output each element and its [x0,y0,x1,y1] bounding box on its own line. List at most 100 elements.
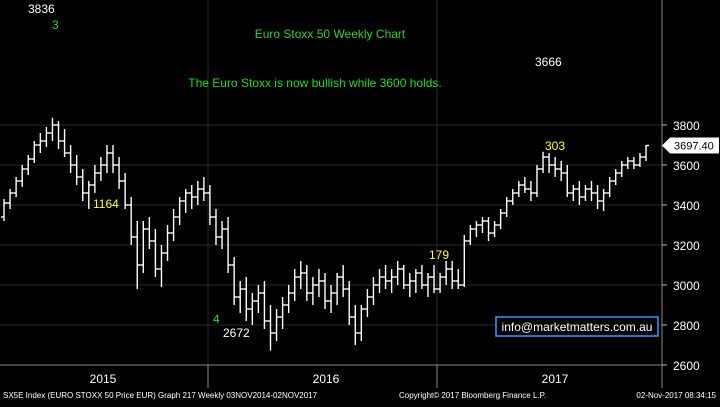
y-tick-label: 2600 [673,359,700,373]
email-link[interactable]: info@marketmatters.com.au [502,320,653,334]
ohlc-bar [370,277,377,305]
email-box[interactable]: info@marketmatters.com.au [495,316,659,337]
ohlc-bar [630,157,637,169]
ohlc-bar [582,185,589,201]
footer-left: SX5E Index (EURO STOXX 50 Price EUR) Gra… [3,391,318,400]
ohlc-bar [19,165,26,187]
ohlc-bar [103,145,110,173]
ohlc-bar [261,281,268,329]
ohlc-bar [140,221,147,273]
ohlc-bar [467,225,474,245]
ohlc-bar [43,127,50,147]
ohlc-bar [267,305,274,351]
ohlc-bar [91,165,98,193]
ohlc-bar [576,181,583,205]
y-tick-label: 3200 [673,239,700,253]
ohlc-bar [231,257,238,305]
ohlc-bar [624,157,631,169]
ohlc-bar [134,221,141,289]
ohlc-bar [110,145,117,173]
ohlc-bar [412,269,419,293]
ohlc-bar [533,165,540,197]
ohlc-bar [540,151,547,173]
ohlc-bar [515,181,522,197]
ohlc-bar [194,181,201,205]
ohlc-bar [206,185,213,225]
ohlc-bar [552,157,559,177]
x-tick-label: 2015 [90,372,117,386]
x-tick-label: 2017 [542,372,569,386]
ohlc-bar [382,265,389,289]
ohlc-bar [31,141,38,163]
ohlc-bar [85,181,92,209]
ohlc-bar [297,261,304,289]
y-tick-label: 3800 [673,119,700,133]
ohlc-bar [461,235,468,287]
ohlc-bar [521,177,528,193]
ohlc-bar [188,185,195,209]
annotation-2672: 2672 [223,326,250,340]
ohlc-bar [303,265,310,301]
ohlc-bar [503,197,510,217]
ohlc-bar [497,209,504,229]
annotation-wave-4: 4 [213,312,220,326]
ohlc-bar [116,157,123,189]
ohlc-bar [346,281,353,325]
ohlc-bars [1,117,649,351]
ohlc-bar [182,189,189,213]
ohlc-bar [588,181,595,201]
y-tick-label: 3000 [673,279,700,293]
y-tick-label: 2800 [673,319,700,333]
ohlc-bar [285,285,292,313]
ohlc-bar [388,269,395,293]
ohlc-bar [431,265,438,293]
ohlc-bar [334,273,341,305]
x-tick-label: 2016 [313,372,340,386]
ohlc-bar [158,245,165,287]
ohlc-bar [322,273,328,309]
footer-right: 02-Nov-2017 08:34:15 [636,391,716,400]
ohlc-bar [55,121,62,149]
ohlc-bar [170,209,177,241]
ohlc-bar [443,261,450,285]
last-price-tag: 3697.40 [662,137,719,154]
annotation-wave-3: 3 [52,18,59,32]
y-axis: 2600 2800 3000 3200 3400 3600 3800 [661,0,700,388]
ohlc-bar [564,165,571,197]
ohlc-bar [164,225,171,261]
last-price-label: 3697.40 [674,141,714,153]
ohlc-bar [61,129,68,157]
ohlc-bar [255,285,262,313]
annotation-3836: 3836 [28,2,55,16]
ohlc-bar [400,265,407,289]
ohlc-bar [358,305,365,341]
ohlc-bar [636,153,643,167]
ohlc-bar [618,161,625,177]
ohlc-bar [219,221,226,249]
annotations: 3836 3 1164 4 2672 179 3666 303 [28,2,565,340]
ohlc-bar [485,217,492,241]
ohlc-bar [449,261,456,289]
ohlc-bar [376,269,383,293]
y-tick-label: 3400 [673,199,700,213]
ohlc-bar [200,177,207,201]
ohlc-bar [97,157,104,181]
ohlc-bar [352,305,359,345]
ohlc-bar [225,217,232,273]
ohlc-bar [473,221,480,237]
x-axis: 2015 2016 2017 [0,364,662,388]
ohlc-bar [249,293,256,325]
ohlc-bar [570,185,577,201]
ohlc-bar [364,289,371,317]
ohlc-bar [37,133,44,153]
ohlc-bar [146,217,153,249]
ohlc-bar [527,181,534,201]
ohlc-bar [612,169,619,185]
ohlc-bar [418,265,425,289]
chart-subtitle: The Euro Stoxx is now bullish while 3600… [188,76,441,90]
ohlc-bar [455,269,462,289]
annotation-303: 303 [545,139,565,153]
ohlc-bar [79,169,86,201]
ohlc-bar [25,155,32,175]
ohlc-bar [424,273,431,297]
